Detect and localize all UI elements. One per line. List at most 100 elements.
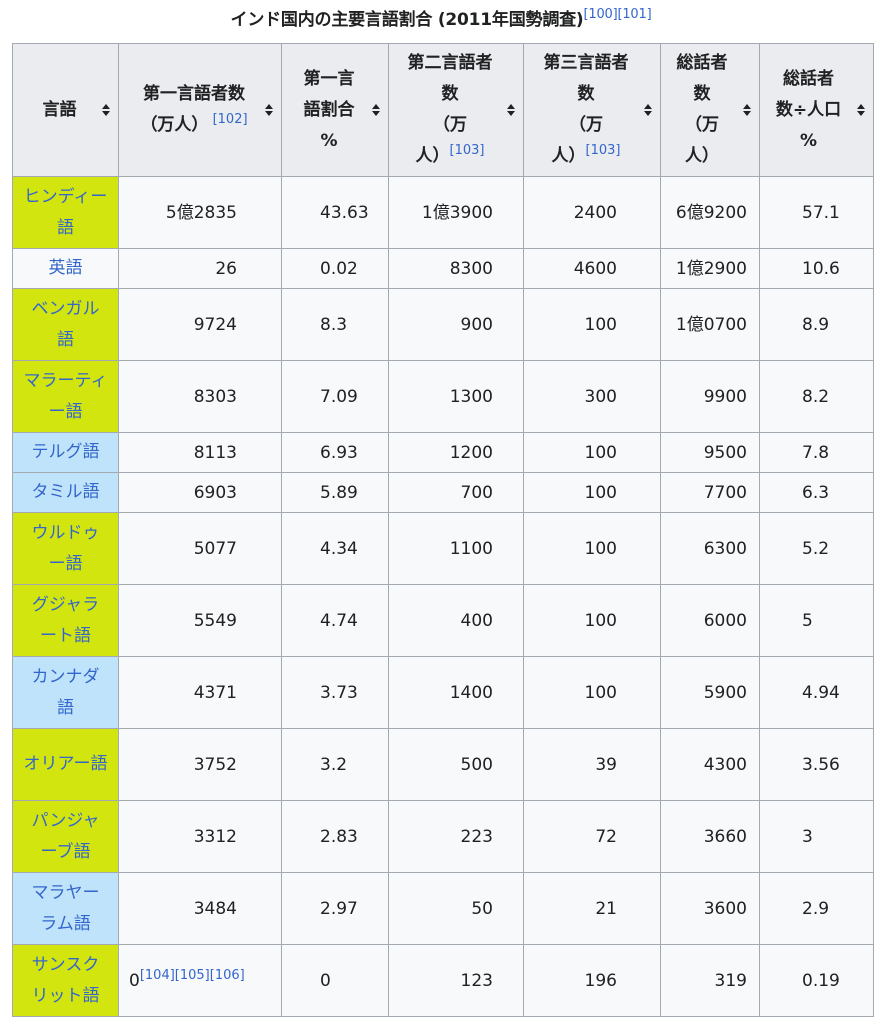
cell-value: 5549 (193, 610, 237, 631)
table-row: オリアー語 3752 3.2 500 39 4300 3.56 (12, 728, 874, 801)
language-link[interactable]: カンナダ語 (31, 666, 100, 718)
total-speakers-cell: 3660 (660, 800, 760, 873)
first-language-percent-cell: 0.02 (281, 248, 389, 289)
cell-value: 100 (584, 482, 617, 503)
language-link[interactable]: ウルドゥー語 (31, 522, 100, 574)
header-second-language-speakers[interactable]: 第二言語者数（万 人）[103] (388, 43, 524, 177)
cell-value: 3600 (703, 898, 747, 919)
table-row: カンナダ語 4371 3.73 1400 100 5900 4.94 (12, 656, 874, 729)
total-ratio-cell: 5 (759, 584, 874, 657)
first-language-percent-cell: 7.09 (281, 360, 389, 433)
first-language-percent-cell: 2.97 (281, 872, 389, 945)
header-ref[interactable]: [102] (212, 112, 248, 127)
cell-value: 2.83 (320, 826, 358, 847)
table-row: グジャラート語 5549 4.74 400 100 6000 5 (12, 584, 874, 657)
language-link[interactable]: オリアー語 (23, 754, 108, 774)
language-link[interactable]: グジャラート語 (31, 594, 100, 646)
third-language-speakers-cell: 300 (523, 360, 661, 433)
language-link[interactable]: マラーティー語 (23, 370, 108, 422)
total-ratio-cell: 57.1 (759, 176, 874, 249)
first-language-percent-cell: 0 (281, 944, 389, 1017)
total-speakers-cell: 6000 (660, 584, 760, 657)
language-link[interactable]: サンスクリット語 (31, 954, 100, 1006)
header-label: 第三言語者数（万 人） (543, 53, 629, 166)
total-speakers-cell: 6億9200 (660, 176, 760, 249)
first-language-percent-cell: 5.89 (281, 472, 389, 513)
first-language-speakers-cell: 26 (118, 248, 282, 289)
first-language-speakers-cell: 8113 (118, 432, 282, 473)
cell-value: 500 (460, 754, 493, 775)
total-speakers-cell: 1億2900 (660, 248, 760, 289)
cell-value: 0 (129, 970, 140, 991)
language-link[interactable]: テルグ語 (31, 442, 100, 462)
sort-icon[interactable] (743, 104, 751, 116)
sort-icon[interactable] (507, 104, 515, 116)
table-row: ベンガル語 9724 8.3 900 100 1億0700 8.9 (12, 288, 874, 361)
table-row: パンジャーブ語 3312 2.83 223 72 3660 3 (12, 800, 874, 873)
header-first-language-percent[interactable]: 第一言 語割合% (281, 43, 389, 177)
second-language-speakers-cell: 123 (388, 944, 524, 1017)
header-label: 第一言語者数 （万人） (140, 84, 245, 135)
total-ratio-cell: 0.19 (759, 944, 874, 1017)
cell-value: 3.56 (802, 754, 840, 775)
first-language-speakers-cell: 8303 (118, 360, 282, 433)
language-link[interactable]: ヒンディー語 (23, 186, 108, 238)
header-total-speakers[interactable]: 総話者数（万 人） (660, 43, 760, 177)
total-speakers-cell: 9900 (660, 360, 760, 433)
cell-value: 319 (714, 970, 747, 991)
language-link[interactable]: マラヤーラム語 (31, 882, 100, 934)
language-link[interactable]: ベンガル語 (31, 298, 100, 350)
header-language[interactable]: 言語 (12, 43, 119, 177)
caption-refs: [100][101] (584, 7, 652, 22)
cell-value: 72 (595, 826, 617, 847)
sort-icon[interactable] (644, 104, 652, 116)
cell-value: 8.3 (320, 314, 348, 335)
first-language-speakers-cell: 3312 (118, 800, 282, 873)
cell-value: 1200 (449, 442, 493, 463)
cell-value: 8300 (449, 258, 493, 279)
cell-ref-link[interactable]: [104][105][106] (139, 967, 245, 983)
header-third-language-speakers[interactable]: 第三言語者数（万 人）[103] (523, 43, 661, 177)
header-label: 総話者 数÷人口% (775, 68, 842, 151)
first-language-speakers-cell: 5億2835 (118, 176, 282, 249)
sort-icon[interactable] (265, 104, 273, 116)
table-row: テルグ語 8113 6.93 1200 100 9500 7.8 (12, 432, 874, 473)
total-speakers-cell: 3600 (660, 872, 760, 945)
caption-ref-link[interactable]: [101] (617, 7, 652, 22)
header-ref[interactable]: [103] (449, 143, 485, 158)
total-speakers-cell: 9500 (660, 432, 760, 473)
table-row: マラーティー語 8303 7.09 1300 300 9900 8.2 (12, 360, 874, 433)
header-total-ratio[interactable]: 総話者 数÷人口% (759, 43, 874, 177)
cell-value: 4600 (573, 258, 617, 279)
cell-value: 3752 (193, 754, 237, 775)
cell-value: 7.09 (320, 386, 358, 407)
language-link[interactable]: 英語 (48, 258, 83, 278)
sort-icon[interactable] (857, 104, 865, 116)
language-cell: ウルドゥー語 (12, 512, 119, 585)
sort-icon[interactable] (102, 104, 110, 116)
third-language-speakers-cell: 21 (523, 872, 661, 945)
second-language-speakers-cell: 500 (388, 728, 524, 801)
header-ref[interactable]: [103] (585, 143, 621, 158)
cell-value: 0.19 (802, 970, 840, 991)
first-language-speakers-cell: 0[104][105][106] (118, 944, 282, 1017)
language-cell: グジャラート語 (12, 584, 119, 657)
cell-value: 26 (215, 258, 237, 279)
third-language-speakers-cell: 100 (523, 584, 661, 657)
second-language-speakers-cell: 1100 (388, 512, 524, 585)
cell-value: 7700 (703, 482, 747, 503)
cell-value: 5900 (703, 682, 747, 703)
language-link[interactable]: タミル語 (31, 482, 100, 502)
second-language-speakers-cell: 700 (388, 472, 524, 513)
header-first-language-speakers[interactable]: 第一言語者数 （万人） [102] (118, 43, 282, 177)
cell-value: 39 (595, 754, 617, 775)
language-cell: 英語 (12, 248, 119, 289)
total-speakers-cell: 1億0700 (660, 288, 760, 361)
caption-ref-link[interactable]: [100] (583, 7, 618, 22)
table-caption: インド国内の主要言語割合 (2011年国勢調査)[100][101] (0, 0, 882, 36)
sort-icon[interactable] (372, 104, 380, 116)
first-language-speakers-cell: 5549 (118, 584, 282, 657)
table-row: ウルドゥー語 5077 4.34 1100 100 6300 5.2 (12, 512, 874, 585)
language-link[interactable]: パンジャーブ語 (31, 810, 100, 862)
cell-value: 4371 (193, 682, 237, 703)
